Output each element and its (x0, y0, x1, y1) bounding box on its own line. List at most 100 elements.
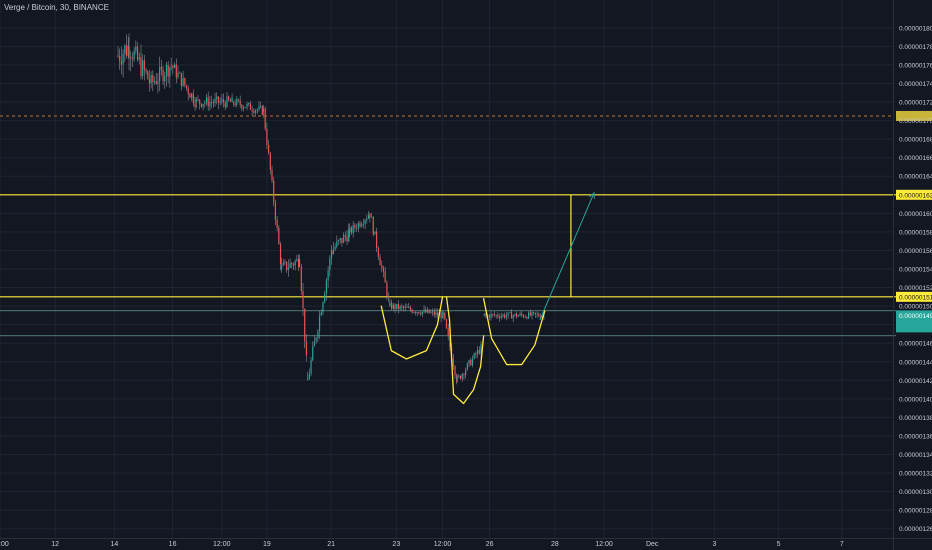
candles-layer (117, 33, 545, 385)
candle-down (376, 231, 378, 248)
pattern-left-shoulder (380, 296, 444, 360)
y-tick-label: 0.00000164 (899, 174, 932, 181)
x-tick-label: 23 (392, 541, 400, 548)
candle-down (136, 46, 139, 60)
candle-down (264, 108, 266, 129)
candle-up (465, 369, 467, 376)
candle-up (324, 293, 326, 303)
candle-up (289, 263, 291, 268)
candle-down (331, 250, 333, 254)
candle-up (461, 374, 463, 379)
candle-up (262, 108, 265, 112)
candle-down (463, 374, 465, 376)
candle-down (200, 103, 202, 107)
candle-down (354, 224, 356, 228)
candle-up (231, 96, 233, 102)
price-marker-box (896, 310, 932, 333)
candle-up (169, 67, 171, 77)
candle-up (226, 96, 228, 108)
y-tick-label: 0.00000160 (899, 211, 932, 218)
candle-down (271, 169, 273, 181)
candle-up (317, 331, 319, 338)
candle-down (379, 257, 381, 266)
candle-down (229, 100, 231, 102)
candle-down (521, 313, 523, 316)
candle-up (430, 312, 432, 314)
x-tick-label: 28 (551, 541, 559, 548)
candle-up (205, 97, 208, 103)
candle-down (140, 57, 142, 77)
y-tick-label: 0.00000136 (899, 433, 932, 440)
candle-up (312, 346, 314, 361)
price-marker-label: 0.00000162 (899, 192, 932, 199)
candle-up (352, 224, 354, 233)
candle-up (423, 309, 425, 312)
candle-up (287, 267, 289, 270)
candle-down (475, 353, 477, 355)
candle-down (409, 307, 411, 310)
candle-up (495, 314, 497, 316)
candle-down (497, 314, 499, 317)
x-tick-label: 21 (327, 541, 335, 548)
candle-down (273, 180, 275, 203)
candle-down (261, 106, 263, 115)
candle-up (214, 98, 216, 103)
grid-layer (0, 0, 893, 538)
candle-down (222, 99, 225, 103)
candle-up (153, 81, 156, 83)
candle-up (431, 311, 434, 313)
candle-up (468, 360, 470, 364)
pattern-head (445, 296, 485, 405)
candle-up (318, 315, 321, 332)
candle-up (416, 312, 418, 314)
candle-up (157, 81, 159, 84)
candle-down (207, 97, 209, 107)
candle-up (362, 223, 365, 225)
candle-up (236, 99, 238, 106)
y-tick-label: 0.00000178 (899, 44, 932, 51)
candle-up (334, 246, 336, 250)
candle-down (128, 46, 130, 57)
candle-up (509, 312, 511, 314)
target-arrow-head (589, 191, 595, 199)
candle-down (459, 375, 462, 379)
candle-up (254, 110, 257, 113)
candle-up (260, 106, 262, 108)
candle-down (428, 309, 430, 314)
candle-up (396, 303, 398, 309)
candle-down (276, 219, 278, 228)
candle-up (313, 340, 316, 347)
candle-up (392, 304, 394, 309)
candle-down (179, 72, 181, 74)
candle-down (510, 312, 513, 319)
candle-down (228, 96, 230, 101)
candle-up (122, 53, 124, 65)
candle-up (399, 305, 401, 309)
candle-up (536, 314, 538, 316)
candle-up (133, 50, 135, 60)
candle-down (372, 217, 374, 235)
candle-down (381, 265, 383, 268)
candle-down (418, 312, 420, 314)
price-marker-label: 0.00000150 (899, 304, 932, 311)
candle-up (332, 249, 335, 254)
candle-up (173, 64, 176, 68)
candle-down (440, 313, 442, 319)
candle-up (517, 315, 519, 317)
candle-up (541, 316, 543, 318)
y-tick-label: 0.00000132 (899, 471, 932, 478)
candle-down (492, 314, 494, 315)
candle-up (404, 306, 406, 309)
candle-up (243, 107, 245, 109)
candle-up (159, 66, 161, 82)
candle-up (248, 103, 250, 104)
candle-down (119, 55, 121, 62)
candle-down (279, 244, 282, 265)
candle-up (315, 337, 317, 341)
price-marker-box (896, 291, 932, 302)
candle-up (165, 64, 168, 77)
candle-down (437, 312, 439, 316)
candle-down (274, 202, 277, 220)
